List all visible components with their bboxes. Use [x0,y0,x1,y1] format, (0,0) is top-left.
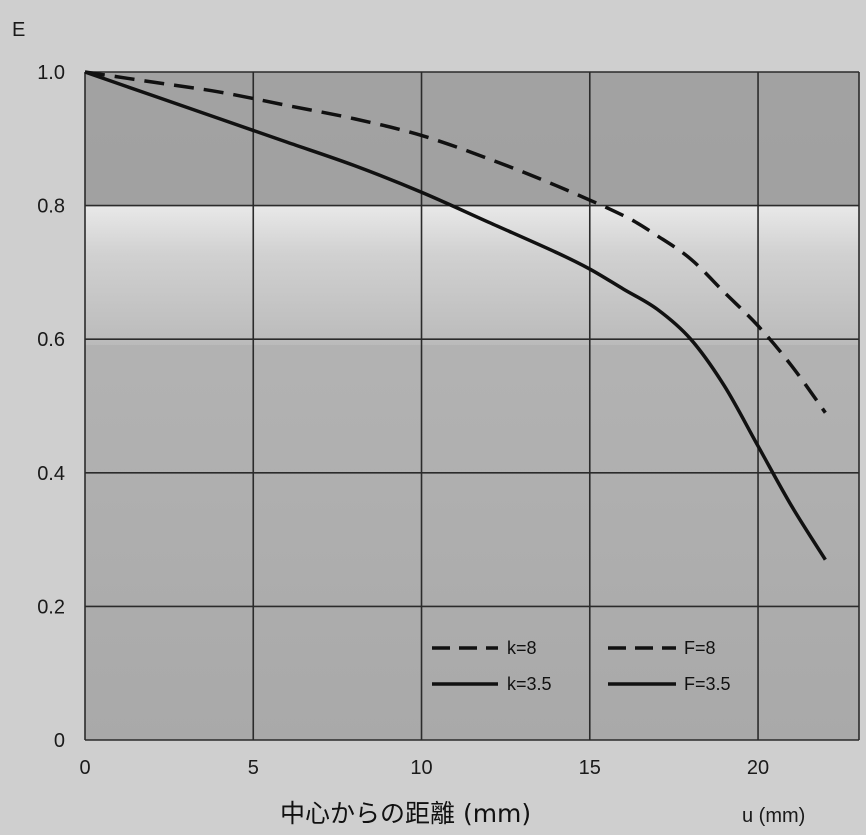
x-tick-label: 5 [248,757,259,779]
plot-light-band [85,205,859,345]
series-lines [84,70,827,561]
legend-label-k8: k=8 [507,638,537,658]
legend-label-F8: F=8 [684,638,716,658]
x-tick-label: 15 [579,757,601,779]
plot-dark-band [85,72,859,205]
grid-lines [84,71,860,741]
legend-label-k35: k=3.5 [507,674,552,694]
y-tick-label: 0.6 [37,329,65,351]
y-tick-label: 0.2 [37,596,65,618]
series-line-k35 [84,70,827,561]
y-tick-label: 0.4 [37,463,65,485]
y-tick-label: 1.0 [37,62,65,84]
x-axis-title: 中心からの距離 (mm) [280,799,531,828]
legend-label-F35: F=3.5 [684,674,731,694]
x-tick-label: 0 [79,757,90,779]
y-axis-title: E [12,19,25,41]
tick-labels: 0 5 10 15 20 0 0.2 0.4 0.6 0.8 1.0 [37,62,769,779]
y-tick-label: 0.8 [37,196,65,218]
x-tick-label: 10 [410,757,432,779]
y-tick-label: 0 [54,730,65,752]
legend: k=8 F=8 k=3.5 F=3.5 [432,638,731,694]
x-tick-label: 20 [747,757,769,779]
x-axis-unit: u (mm) [742,805,805,827]
